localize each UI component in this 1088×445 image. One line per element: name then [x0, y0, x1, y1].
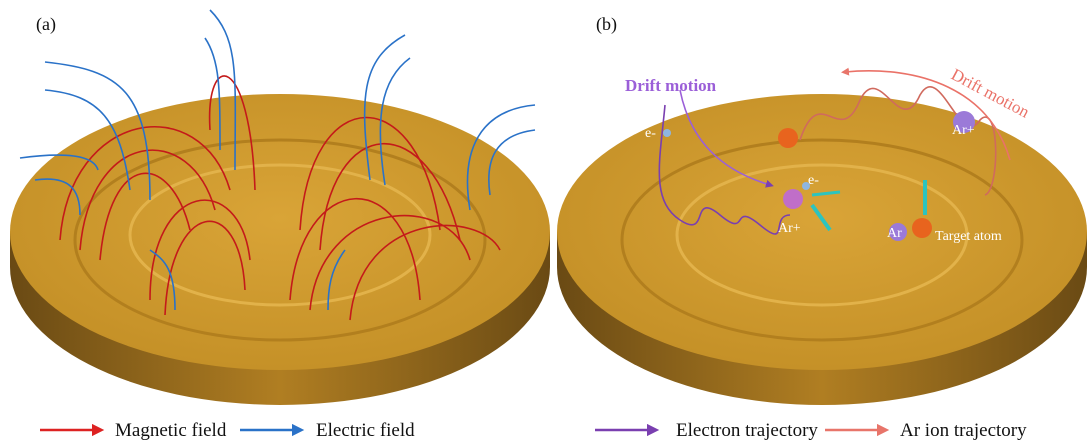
atom: [912, 218, 932, 238]
annotation: e-: [808, 173, 819, 188]
annotation: Target atom: [935, 229, 1002, 244]
legend-label: Ar ion trajectory: [900, 420, 1027, 441]
figure: (a) (b) Drift motion Drift motion e- e- …: [0, 0, 1088, 445]
disc-b: [557, 94, 1087, 405]
atom: [778, 128, 798, 148]
disc-a: [10, 94, 550, 405]
legend-label: Magnetic field: [115, 420, 227, 441]
ion: [783, 189, 803, 209]
annotation: e-: [645, 126, 656, 141]
legend-label: Electric field: [316, 420, 415, 441]
electron: [663, 129, 671, 137]
annotation: Ar: [887, 226, 902, 241]
annotation: Ar+: [778, 221, 801, 236]
legend-label: Electron trajectory: [676, 420, 818, 441]
annotation: Ar+: [952, 123, 975, 138]
panel-label: (a): [36, 14, 56, 35]
panel-label: (b): [596, 14, 617, 35]
disc-top: [10, 94, 550, 370]
disc-top: [557, 94, 1087, 370]
annotation: Drift motion: [625, 76, 717, 95]
